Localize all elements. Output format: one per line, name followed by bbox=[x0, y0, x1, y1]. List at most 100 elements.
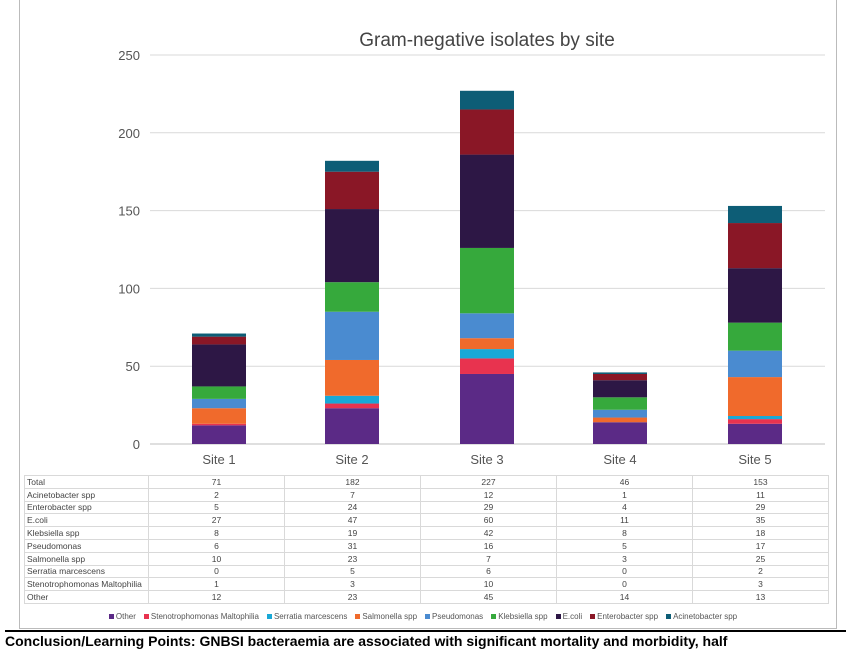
table-cell: 18 bbox=[692, 526, 829, 540]
table-cell: 60 bbox=[420, 513, 557, 528]
table-row: E.coli 27 47 60 11 35 bbox=[24, 513, 829, 528]
bar-segment-e-coli bbox=[593, 380, 647, 398]
bar-segment-salmonella-spp bbox=[460, 338, 514, 350]
bar-segment-pseudomonas bbox=[728, 350, 782, 378]
bar-segment-enterobacter-spp bbox=[728, 223, 782, 269]
table-cell: 0 bbox=[556, 577, 693, 592]
bar-segment-acinetobacter-spp bbox=[460, 90, 514, 110]
table-cell: 12 bbox=[148, 590, 285, 604]
row-label: E.coli bbox=[24, 513, 149, 528]
bar-segment-enterobacter-spp bbox=[325, 171, 379, 210]
table-cell: 12 bbox=[420, 487, 557, 502]
legend-label: Pseudomonas bbox=[432, 612, 484, 621]
bar-segment-acinetobacter-spp bbox=[728, 205, 782, 224]
bar-segment-klebsiella-spp bbox=[728, 322, 782, 351]
bar-segment-enterobacter-spp bbox=[593, 373, 647, 381]
bar-segment-serratia-marcescens bbox=[728, 415, 782, 420]
table-cell: 31 bbox=[284, 538, 421, 553]
bar-segment-stenotrophomonas-maltophilia bbox=[460, 358, 514, 374]
table-cell: 3 bbox=[692, 577, 829, 592]
bar-segment-acinetobacter-spp bbox=[192, 333, 246, 337]
table-cell: 7 bbox=[284, 487, 421, 502]
chart-title: Gram-negative isolates by site bbox=[359, 30, 615, 51]
table-cell: 42 bbox=[420, 526, 557, 540]
legend: Other Stenotrophomonas Maltophilia Serrati… bbox=[0, 612, 846, 621]
x-tick-label: Site 1 bbox=[202, 452, 235, 467]
legend-item: Salmonella spp bbox=[355, 612, 417, 621]
table-row: Serratia marcescens 0 5 6 0 2 bbox=[24, 564, 829, 579]
table-cell: 4 bbox=[556, 500, 693, 515]
table-cell: 182 bbox=[284, 475, 421, 489]
table-cell: 8 bbox=[556, 526, 693, 540]
table-cell: 5 bbox=[284, 564, 421, 579]
row-label: Acinetobacter spp bbox=[24, 487, 149, 502]
legend-swatch-icon bbox=[266, 614, 272, 620]
bar-segment-stenotrophomonas-maltophilia bbox=[728, 419, 782, 424]
legend-label: Klebsiella spp bbox=[498, 612, 548, 621]
legend-swatch-icon bbox=[355, 614, 361, 620]
table-cell: 0 bbox=[148, 564, 285, 579]
table-cell: 29 bbox=[692, 500, 829, 515]
row-label: Enterobacter spp bbox=[24, 500, 149, 515]
table-cell: 46 bbox=[556, 475, 693, 489]
footer-text: Conclusion/Learning Points: GNBSI bacter… bbox=[5, 630, 846, 649]
table-cell: 0 bbox=[556, 564, 693, 579]
row-label: Pseudomonas bbox=[24, 538, 149, 553]
legend-label: Acinetobacter spp bbox=[673, 612, 738, 621]
table-cell: 11 bbox=[556, 513, 693, 528]
legend-item: E.coli bbox=[555, 612, 582, 621]
table-cell: 2 bbox=[692, 564, 829, 579]
table-cell: 7 bbox=[420, 551, 557, 566]
bar-segment-klebsiella-spp bbox=[460, 247, 514, 314]
bar-segment-stenotrophomonas-maltophilia bbox=[192, 423, 246, 426]
bar-segment-enterobacter-spp bbox=[460, 109, 514, 155]
legend-item: Serratia marcescens bbox=[266, 612, 347, 621]
legend-label: Other bbox=[115, 612, 136, 621]
row-label: Total bbox=[24, 475, 149, 489]
row-label: Serratia marcescens bbox=[24, 564, 149, 579]
x-tick-label: Site 3 bbox=[470, 452, 503, 467]
row-label: Stenotrophomonas Maltophilia bbox=[24, 577, 149, 592]
row-label: Salmonella spp bbox=[24, 551, 149, 566]
table-row: Other 12 23 45 14 13 bbox=[24, 590, 829, 604]
bar-segment-stenotrophomonas-maltophilia bbox=[325, 403, 379, 409]
table-cell: 6 bbox=[420, 564, 557, 579]
table-cell: 10 bbox=[148, 551, 285, 566]
bar-segment-salmonella-spp bbox=[593, 417, 647, 423]
bar-segment-salmonella-spp bbox=[728, 377, 782, 416]
bar-segment-serratia-marcescens bbox=[460, 349, 514, 359]
table-cell: 16 bbox=[420, 538, 557, 553]
table-cell: 24 bbox=[284, 500, 421, 515]
bar-segment-acinetobacter-spp bbox=[593, 372, 647, 374]
table-cell: 1 bbox=[148, 577, 285, 592]
bar-segment-pseudomonas bbox=[325, 311, 379, 360]
table-cell: 27 bbox=[148, 513, 285, 528]
table-cell: 17 bbox=[692, 538, 829, 553]
table-cell: 29 bbox=[420, 500, 557, 515]
legend-swatch-icon bbox=[590, 614, 596, 620]
table-cell: 47 bbox=[284, 513, 421, 528]
table-cell: 13 bbox=[692, 590, 829, 604]
bar-segment-e-coli bbox=[325, 209, 379, 283]
table-cell: 8 bbox=[148, 526, 285, 540]
table-cell: 14 bbox=[556, 590, 693, 604]
table-row: Pseudomonas 6 31 16 5 17 bbox=[24, 538, 829, 553]
bar-segment-other bbox=[192, 425, 246, 444]
table-cell: 35 bbox=[692, 513, 829, 528]
table-cell: 45 bbox=[420, 590, 557, 604]
legend-item: Enterobacter spp bbox=[590, 612, 658, 621]
table-cell: 2 bbox=[148, 487, 285, 502]
bar-segment-e-coli bbox=[460, 154, 514, 248]
table-cell: 10 bbox=[420, 577, 557, 592]
table-row: Enterobacter spp 5 24 29 4 29 bbox=[24, 500, 829, 515]
legend-swatch-icon bbox=[143, 614, 149, 620]
legend-item: Klebsiella spp bbox=[491, 612, 548, 621]
bar-segment-serratia-marcescens bbox=[325, 395, 379, 404]
y-tick-label: 50 bbox=[126, 359, 140, 374]
table-cell: 3 bbox=[556, 551, 693, 566]
table-row: Acinetobacter spp 2 7 12 1 11 bbox=[24, 487, 829, 502]
bar-segment-salmonella-spp bbox=[325, 359, 379, 396]
x-tick-label: Site 2 bbox=[335, 452, 368, 467]
y-tick-label: 100 bbox=[118, 281, 140, 296]
row-label: Klebsiella spp bbox=[24, 526, 149, 540]
